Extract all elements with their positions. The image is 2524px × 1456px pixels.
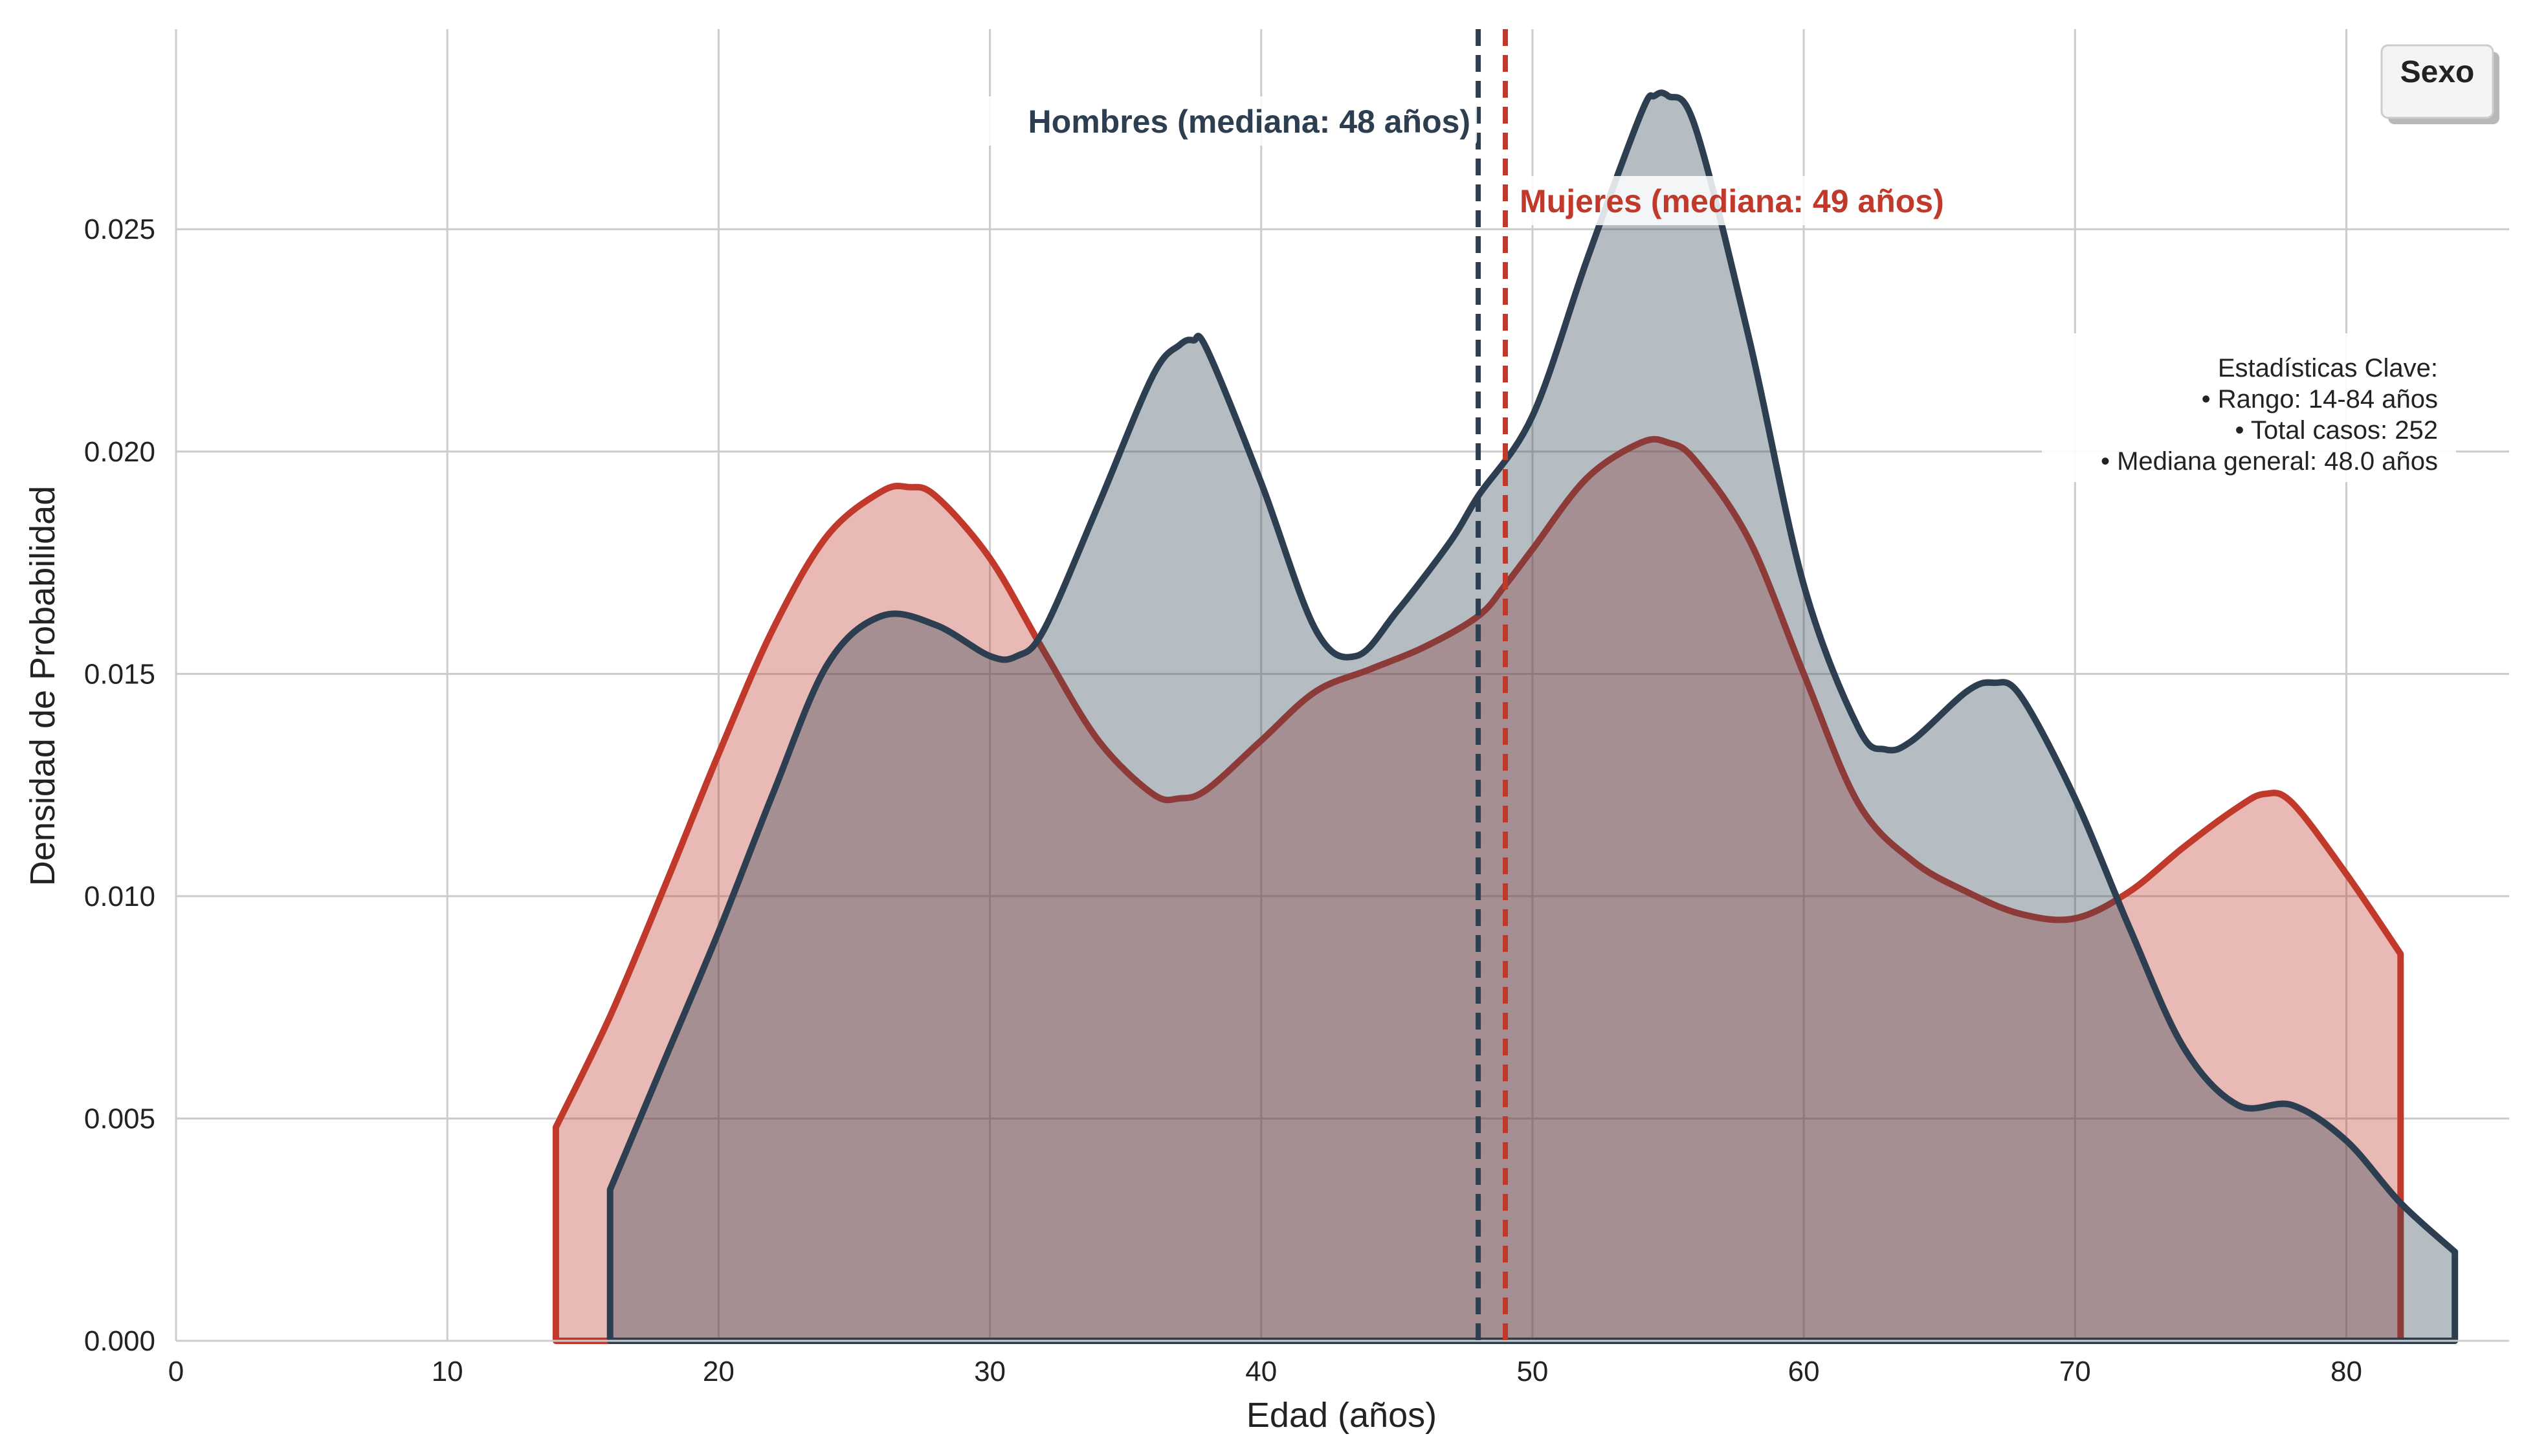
stats-line-title: Estadísticas Clave: bbox=[2218, 354, 2438, 382]
stats-box: Estadísticas Clave: • Rango: 14-84 años … bbox=[2042, 333, 2456, 482]
median-lines: Hombres (mediana: 48 años) Mujeres (media… bbox=[979, 29, 2012, 1341]
stats-box-background bbox=[2042, 333, 2456, 482]
legend-box bbox=[2380, 44, 2494, 119]
x-tick-label: 0 bbox=[168, 1356, 184, 1387]
y-tick-label: 0.005 bbox=[84, 1103, 155, 1134]
median-label-0: Hombres (mediana: 48 años) bbox=[1028, 104, 1471, 140]
median-label-1: Mujeres (mediana: 49 años) bbox=[1520, 183, 1944, 219]
x-tick-label: 20 bbox=[703, 1356, 735, 1387]
axes bbox=[175, 29, 2509, 1342]
x-tick-label: 80 bbox=[2330, 1356, 2362, 1387]
y-tick-label: 0.020 bbox=[84, 436, 155, 468]
tick-labels: 0 10 20 30 40 50 60 70 80 0.000 0.005 0.010 0.015 0.0… bbox=[84, 214, 2362, 1387]
x-tick-label: 10 bbox=[432, 1356, 463, 1387]
stats-line-range: • Rango: 14-84 años bbox=[2202, 385, 2438, 414]
y-tick-label: 0.025 bbox=[84, 214, 155, 245]
density-area-1 bbox=[610, 93, 2455, 1341]
x-tick-label: 70 bbox=[2059, 1356, 2091, 1387]
density-line-1 bbox=[606, 89, 2459, 1344]
legend-title: Sexo bbox=[2400, 55, 2475, 89]
y-axis-title: Densidad de Probabilidad bbox=[23, 486, 62, 886]
y-tick-label: 0.000 bbox=[84, 1325, 155, 1357]
y-tick-label: 0.015 bbox=[84, 658, 155, 690]
density-line-0 bbox=[552, 436, 2404, 1344]
legend: Sexo bbox=[2380, 44, 2499, 124]
x-tick-label: 30 bbox=[974, 1356, 1006, 1387]
y-tick-label: 0.010 bbox=[84, 881, 155, 912]
x-tick-label: 60 bbox=[1788, 1356, 1820, 1387]
x-tick-label: 50 bbox=[1516, 1356, 1548, 1387]
x-axis-title: Edad (años) bbox=[1246, 1396, 1437, 1435]
median-label-bg-1 bbox=[1513, 176, 2012, 225]
stats-line-median: • Mediana general: 48.0 años bbox=[2101, 447, 2438, 476]
x-tick-label: 40 bbox=[1245, 1356, 1277, 1387]
median-label-bg-0 bbox=[979, 96, 1478, 146]
stats-line-total: • Total casos: 252 bbox=[2235, 416, 2438, 445]
